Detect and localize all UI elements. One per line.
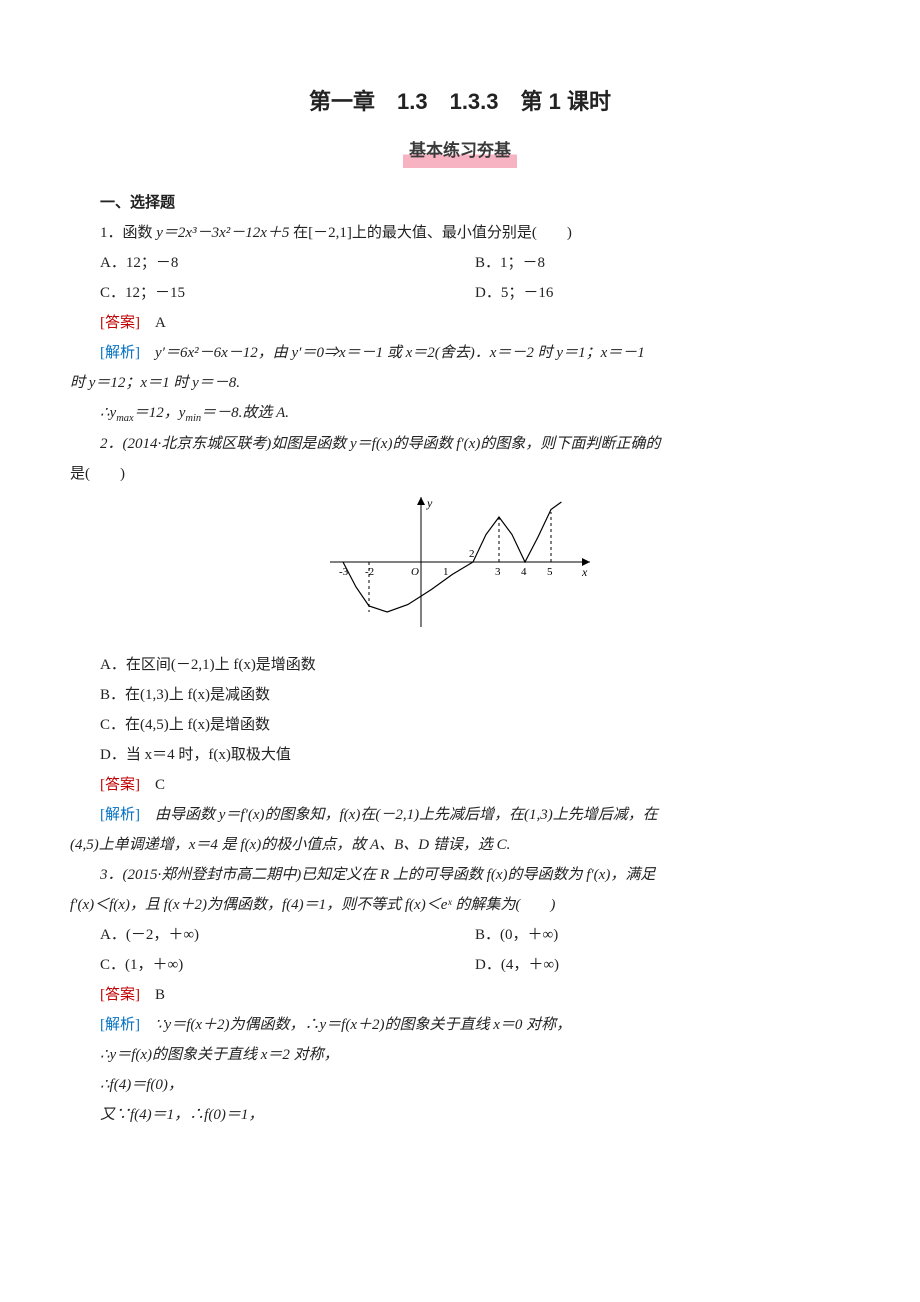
q3-options: A．(－2，＋∞) B．(0，＋∞) C．(1，＋∞) D．(4，＋∞)	[70, 920, 850, 980]
svg-text:4: 4	[521, 566, 527, 578]
q1-analysis-2-text: ∴ymax＝12，ymin＝－8.故选 A.	[100, 405, 289, 421]
q3-stem2: f′(x)＜f(x)，且 f(x＋2)为偶函数，f(4)＝1，则不等式 f(x)…	[70, 890, 850, 920]
answer-label: [答案]	[100, 777, 155, 793]
svg-text:1: 1	[443, 566, 449, 578]
q2-optA: A．在区间(－2,1)上 f(x)是增函数	[70, 650, 850, 680]
q2-stem: 2．(2014·北京东城区联考)如图是函数 y＝f(x)的导函数 f′(x)的图…	[70, 429, 850, 459]
q3-optB: B．(0，＋∞)	[475, 920, 850, 950]
q3-analysis-1: [解析] ∵y＝f(x＋2)为偶函数，∴y＝f(x＋2)的图象关于直线 x＝0 …	[70, 1010, 850, 1040]
svg-text:2: 2	[469, 548, 475, 560]
subtitle: 基本练习夯基	[403, 134, 517, 168]
svg-text:O: O	[411, 566, 419, 578]
q3-optA: A．(－2，＋∞)	[100, 920, 475, 950]
q1-analysis-1b: 时 y＝12；x＝1 时 y＝－8.	[70, 368, 850, 398]
q3-answer-val: B	[155, 987, 165, 1003]
q2-answer: [答案] C	[70, 770, 850, 800]
q3-analysis-3: ∴f(4)＝f(0)，	[70, 1070, 850, 1100]
q1-optA: A．12；－8	[100, 248, 475, 278]
q3-optC: C．(1，＋∞)	[100, 950, 475, 980]
q1-analysis-1a: y′＝6x²－6x－12，由 y′＝0⇒x＝－1 或 x＝2(舍去)．x＝－2 …	[155, 345, 645, 361]
svg-text:-2: -2	[365, 566, 374, 578]
svg-text:x: x	[581, 565, 588, 579]
q1-options: A．12；－8 B．1；－8 C．12；－15 D．5；－16	[70, 248, 850, 308]
q2-answer-val: C	[155, 777, 165, 793]
analysis-label: [解析]	[100, 345, 155, 361]
q1-stem: 1．函数 y＝2x³－3x²－12x＋5 在[－2,1]上的最大值、最小值分别是…	[70, 218, 850, 248]
q3-analysis-2: ∴y＝f(x)的图象关于直线 x＝2 对称，	[70, 1040, 850, 1070]
q2-optB: B．在(1,3)上 f(x)是减函数	[70, 680, 850, 710]
q1-stem-post: 在[－2,1]上的最大值、最小值分别是( )	[289, 225, 571, 241]
q3-analysis-4: 又∵f(4)＝1，∴f(0)＝1，	[70, 1100, 850, 1130]
q1-analysis-1: [解析] y′＝6x²－6x－12，由 y′＝0⇒x＝－1 或 x＝2(舍去)．…	[70, 338, 850, 368]
q2-stem-tail: 是( )	[70, 459, 850, 489]
q1-math: y＝2x³－3x²－12x＋5	[156, 225, 289, 241]
q2-analysis-1: [解析] 由导函数 y＝f′(x)的图象知，f(x)在(－2,1)上先减后增，在…	[70, 800, 850, 830]
q2-figure: x y O -3 -2 1 2 3 4 5	[70, 497, 850, 638]
q3-stem1: 3．(2015·郑州登封市高二期中)已知定义在 R 上的可导函数 f(x)的导函…	[70, 860, 850, 890]
svg-text:3: 3	[495, 566, 501, 578]
q3-optD: D．(4，＋∞)	[475, 950, 850, 980]
q1-optC: C．12；－15	[100, 278, 475, 308]
analysis-label: [解析]	[100, 807, 155, 823]
svg-text:y: y	[426, 497, 433, 510]
q2-optC: C．在(4,5)上 f(x)是增函数	[70, 710, 850, 740]
svg-text:5: 5	[547, 566, 553, 578]
q2-optD: D．当 x＝4 时，f(x)取极大值	[70, 740, 850, 770]
q1-answer: [答案] A	[70, 308, 850, 338]
svg-text:-3: -3	[339, 566, 349, 578]
subtitle-wrap: 基本练习夯基	[70, 134, 850, 168]
answer-label: [答案]	[100, 987, 155, 1003]
q3-answer: [答案] B	[70, 980, 850, 1010]
q1-optD: D．5；－16	[475, 278, 850, 308]
q2-analysis-1-text: 由导函数 y＝f′(x)的图象知，f(x)在(－2,1)上先减后增，在(1,3)…	[155, 807, 658, 823]
chapter-title: 第一章 1.3 1.3.3 第 1 课时	[70, 80, 850, 124]
q1-analysis-2: ∴ymax＝12，ymin＝－8.故选 A.	[70, 398, 850, 429]
q3-analysis-1-text: ∵y＝f(x＋2)为偶函数，∴y＝f(x＋2)的图象关于直线 x＝0 对称，	[155, 1017, 571, 1033]
q2-analysis-1b: (4,5)上单调递增，x＝4 是 f(x)的极小值点，故 A、B、D 错误，选 …	[70, 830, 850, 860]
answer-label: [答案]	[100, 315, 155, 331]
section-heading: 一、选择题	[70, 188, 850, 218]
analysis-label: [解析]	[100, 1017, 155, 1033]
q1-optB: B．1；－8	[475, 248, 850, 278]
derivative-graph: x y O -3 -2 1 2 3 4 5	[330, 497, 590, 627]
q1-answer-val: A	[155, 315, 166, 331]
q1-stem-pre: 1．函数	[100, 225, 156, 241]
